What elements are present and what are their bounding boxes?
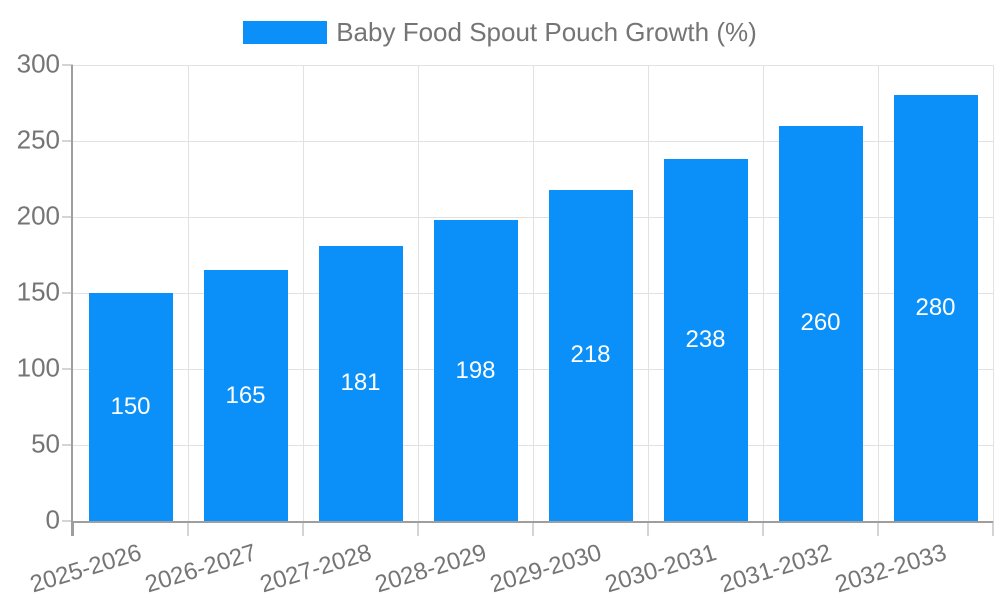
bar-value-label: 181 — [340, 369, 381, 397]
y-tick — [62, 64, 73, 66]
bar: 165 — [203, 270, 288, 521]
bar-value-label: 165 — [225, 381, 266, 409]
y-tick — [62, 140, 73, 142]
y-tick — [62, 444, 73, 446]
gridline — [302, 65, 304, 521]
legend-label: Baby Food Spout Pouch Growth (%) — [336, 17, 757, 47]
gridline — [187, 65, 189, 521]
y-tick-label: 50 — [31, 428, 60, 459]
x-tick-label: 2026-2027 — [141, 539, 260, 599]
y-tick-label: 150 — [16, 276, 60, 307]
bar: 150 — [88, 293, 173, 521]
y-tick — [62, 368, 73, 370]
bar: 218 — [548, 189, 633, 521]
x-tick-label: 2025-2026 — [26, 539, 145, 599]
x-tick-label: 2027-2028 — [256, 539, 375, 599]
y-axis-line — [71, 65, 73, 536]
gridline — [647, 65, 649, 521]
bar-value-label: 238 — [685, 326, 726, 354]
y-tick — [62, 292, 73, 294]
legend: Baby Food Spout Pouch Growth (%) — [0, 17, 1000, 47]
gridline — [992, 65, 994, 521]
x-tick — [762, 521, 764, 536]
bar: 198 — [433, 220, 518, 521]
y-tick-label: 200 — [16, 200, 60, 231]
bar: 238 — [663, 159, 748, 521]
x-tick — [877, 521, 879, 536]
y-tick-label: 0 — [45, 504, 60, 535]
x-tick-label: 2030-2031 — [601, 539, 720, 599]
gridline — [762, 65, 764, 521]
bar: 280 — [893, 95, 978, 521]
x-tick — [992, 521, 994, 536]
bar: 260 — [778, 125, 863, 521]
x-tick — [187, 521, 189, 536]
y-tick-label: 250 — [16, 124, 60, 155]
x-tick-label: 2031-2032 — [716, 539, 835, 599]
bar-value-label: 198 — [455, 356, 496, 384]
gridline — [417, 65, 419, 521]
legend-swatch — [243, 20, 328, 44]
bar: 181 — [318, 245, 403, 521]
x-axis-line — [73, 521, 993, 523]
x-tick — [302, 521, 304, 536]
gridline — [532, 65, 534, 521]
x-tick — [72, 521, 74, 536]
x-tick — [647, 521, 649, 536]
x-tick-label: 2028-2029 — [371, 539, 490, 599]
x-tick — [532, 521, 534, 536]
x-tick — [417, 521, 419, 536]
bar-value-label: 280 — [915, 294, 956, 322]
gridline — [877, 65, 879, 521]
bar-value-label: 260 — [800, 309, 841, 337]
y-tick-label: 300 — [16, 48, 60, 79]
y-tick — [62, 216, 73, 218]
bar-value-label: 150 — [110, 393, 151, 420]
bar-value-label: 218 — [570, 341, 611, 369]
y-tick-label: 100 — [16, 352, 60, 383]
y-tick — [62, 520, 73, 522]
x-tick-label: 2032-2033 — [831, 539, 950, 599]
x-tick-label: 2029-2030 — [486, 539, 605, 599]
